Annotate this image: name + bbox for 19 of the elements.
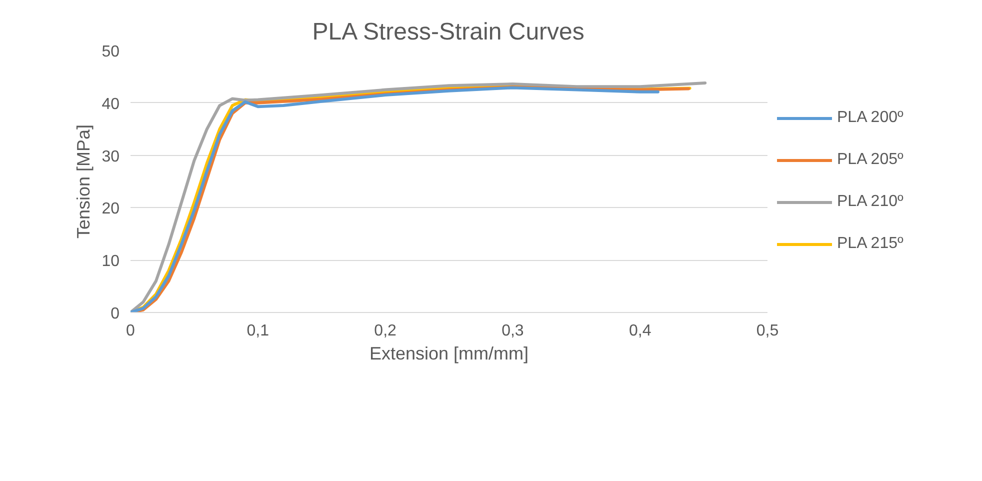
y-axis-title: Tension [MPa] bbox=[74, 124, 94, 239]
x-tick-label: 0,5 bbox=[756, 322, 779, 340]
x-tick-label: 0 bbox=[126, 322, 136, 340]
x-tick-label: 0,1 bbox=[246, 322, 270, 340]
x-tick-label: 0,4 bbox=[628, 322, 652, 340]
legend-label: PLA 205º bbox=[837, 151, 904, 169]
x-axis-title: Extension [mm/mm] bbox=[369, 344, 529, 364]
legend-label: PLA 215º bbox=[837, 235, 904, 253]
legend-label: PLA 210º bbox=[837, 193, 904, 211]
y-tick-label: 20 bbox=[102, 200, 120, 218]
y-tick-label: 10 bbox=[102, 253, 120, 270]
x-tick-label: 0,3 bbox=[502, 322, 524, 340]
y-tick-label: 0 bbox=[110, 306, 120, 322]
y-tick-label: 40 bbox=[102, 96, 120, 113]
legend-label: PLA 200º bbox=[837, 109, 904, 127]
chart-title: PLA Stress-Strain Curves bbox=[312, 18, 584, 46]
y-tick-label: 30 bbox=[102, 148, 120, 166]
y-tick-label: 50 bbox=[102, 44, 120, 60]
x-tick-label: 0,2 bbox=[374, 322, 397, 340]
